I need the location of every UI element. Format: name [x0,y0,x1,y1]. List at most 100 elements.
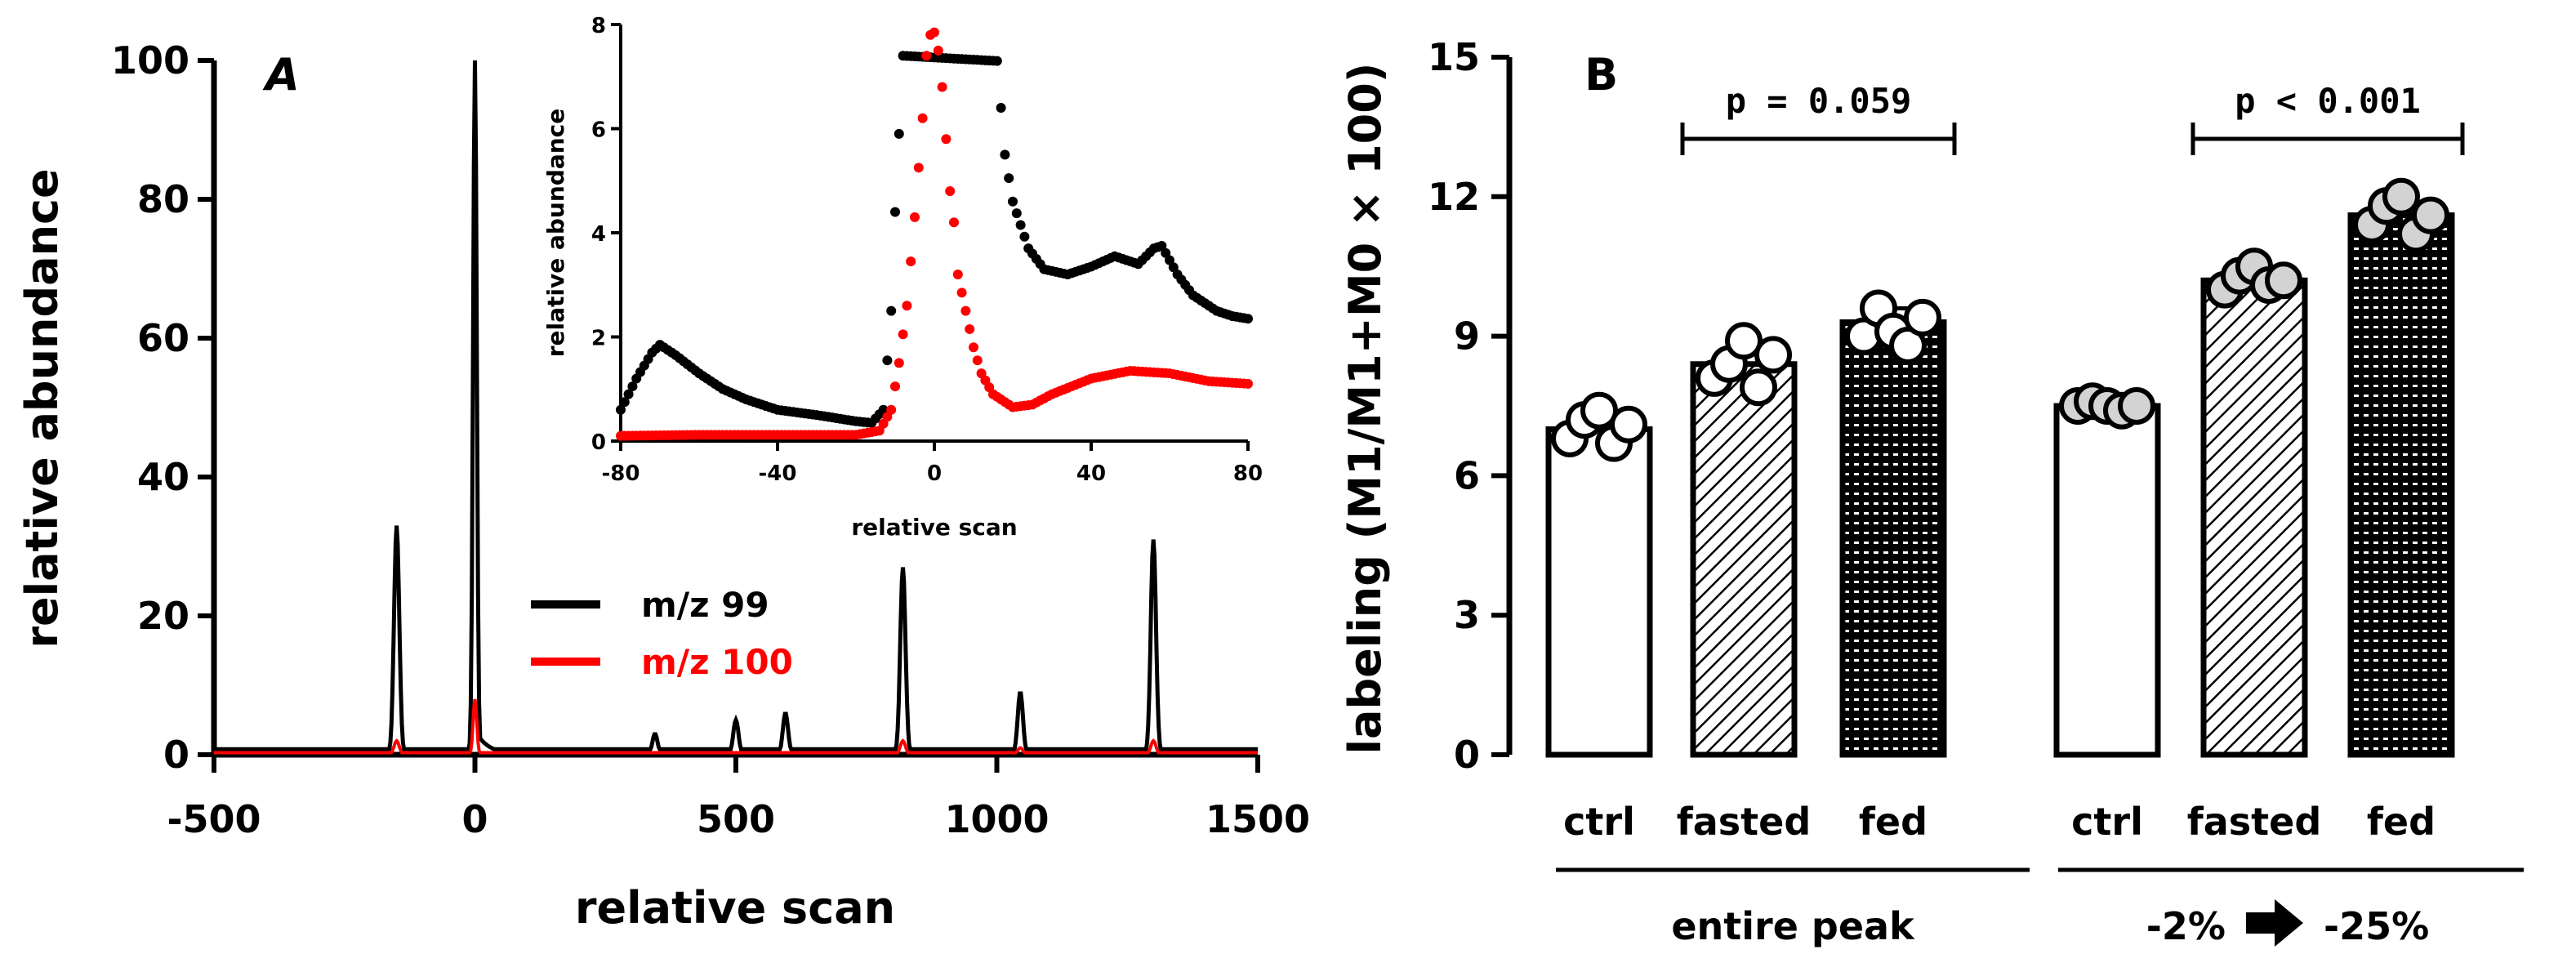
inset-point [898,329,908,340]
inset-point [1008,196,1018,207]
y-tick-label: 0 [163,733,189,777]
x-tick-label: 0 [461,797,488,841]
inset-x-tick-label: 0 [927,461,942,486]
inset-point [894,128,904,139]
inset-point [616,404,626,415]
inset-point [965,323,975,334]
bar-fasted [2200,277,2308,758]
data-point [1610,405,1647,444]
panel-b-y-title: labeling (M1/M1+M0 × 100) [1339,63,1391,755]
legend: m/z 99 m/z 100 [531,585,793,682]
bar-ctrl [1545,426,1653,758]
inset-point [992,56,1002,66]
y-tick-label: 40 [137,455,189,499]
b-y-tick-label: 12 [1428,175,1480,219]
inset-point [917,113,928,123]
inset-point [910,212,920,222]
inset-y-title: relative abundance [542,109,569,358]
inset-point [1004,173,1014,184]
legend-label-99: m/z 99 [641,585,769,625]
inset-y-tick-label: 8 [591,14,606,38]
p-value-label: p < 0.001 [2235,81,2421,121]
inset-point [1157,240,1167,251]
inset-point [933,45,943,56]
bar-ctrl [2053,403,2161,758]
inset-point [1243,378,1253,389]
data-point [1740,368,1777,407]
b-y-tick-label: 15 [1428,35,1480,79]
x-tick-label: 500 [697,797,775,841]
inset-point [894,358,904,368]
category-label-ctrl: ctrl [2071,800,2143,844]
inset-point [1011,208,1022,219]
inset-point [937,82,947,92]
panel-b: 0 3 6 9 12 15 p = 0.059 p < 0.001 ctrl fasted fe… [1339,35,2524,948]
inset-point [956,288,967,298]
inset-point [1161,247,1171,258]
data-point [1754,336,1792,374]
inset-x-tick-label: -80 [602,461,640,486]
data-point [2382,177,2420,216]
category-label-fasted: fasted [2187,800,2322,844]
data-point [2265,261,2302,300]
x-tick-label: 1500 [1206,797,1310,841]
y-tick-label: 20 [137,594,189,638]
bar-fed [1839,319,1947,758]
bar-fed [2347,212,2455,758]
category-label-ctrl: ctrl [1563,800,1635,844]
group-label-entire-peak: entire peak [1671,904,1915,948]
data-point [1580,391,1618,430]
inset-x-tick-label: 80 [1233,461,1263,486]
inset-point [886,404,897,415]
y-tick-label: 60 [137,316,189,360]
inset-point [960,305,971,316]
inset-point [890,381,900,392]
inset-point [1168,262,1179,273]
b-y-tick-label: 9 [1454,314,1480,359]
panel-b-letter: B [1584,49,1618,100]
b-y-tick-label: 0 [1454,733,1480,777]
data-point [2118,387,2155,425]
series-line-mz99 [214,60,1258,751]
inset-point [623,389,634,399]
inset-point [913,163,924,173]
inset-point [882,355,893,366]
inset-chart: 0 2 4 6 8 -80 -40 0 40 80 relative scan relative… [542,14,1263,541]
panel-a-y-title: relative abundance [16,168,68,648]
b-y-tick-label: 6 [1454,453,1480,497]
data-point [2412,196,2449,234]
inset-x-tick-label: 40 [1076,461,1106,486]
inset-point [1000,149,1010,160]
inset-point [921,51,932,61]
inset-point [952,270,963,279]
category-label-fasted: fasted [1677,800,1812,844]
inset-y-tick-label: 4 [591,222,606,247]
x-tick-label: -500 [167,797,261,841]
inset-y-tick-label: 6 [591,118,606,143]
category-label-fed: fed [2367,800,2436,844]
inset-point [1015,220,1026,230]
group-label-range-end: -25% [2324,904,2429,948]
inset-point [945,186,956,196]
panel-a-x-title: relative scan [575,882,895,934]
inset-point [902,301,912,311]
arrow-right-icon [2246,899,2303,947]
inset-point [969,342,978,353]
inset-point [941,134,952,145]
x-tick-label: 1000 [944,797,1049,841]
inset-point [972,355,983,366]
inset-point [627,381,638,392]
inset-point [906,256,916,267]
inset-x-tick-label: -40 [759,461,797,486]
category-label-fed: fed [1859,800,1928,844]
inset-point [890,207,900,217]
inset-point [949,217,959,228]
inset-x-title: relative scan [851,514,1017,541]
series-line-mz100 [214,698,1258,755]
b-y-tick-label: 3 [1454,593,1480,637]
inset-point [1165,255,1174,265]
y-tick-label: 80 [137,177,189,221]
data-point [1725,322,1763,360]
